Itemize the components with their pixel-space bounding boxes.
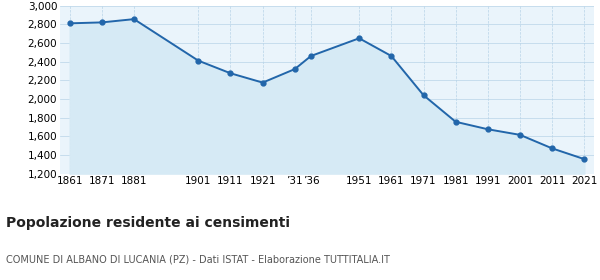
Text: Popolazione residente ai censimenti: Popolazione residente ai censimenti [6,216,290,230]
Text: COMUNE DI ALBANO DI LUCANIA (PZ) - Dati ISTAT - Elaborazione TUTTITALIA.IT: COMUNE DI ALBANO DI LUCANIA (PZ) - Dati … [6,255,390,265]
